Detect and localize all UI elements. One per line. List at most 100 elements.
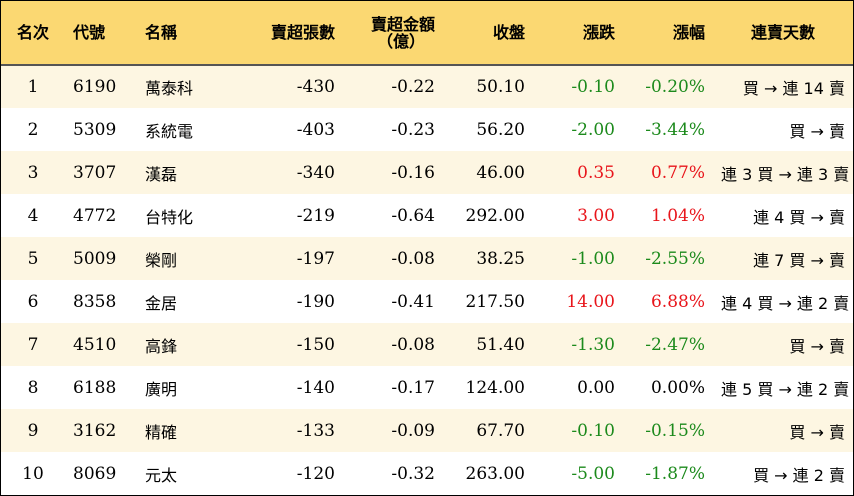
table-row: 7 4510 高鋒 -150 -0.08 51.40 -1.30 -2.47% 買 → 賣: [1, 323, 853, 366]
cell-name: 廣明: [145, 379, 178, 399]
table-row: 2 5309 系統電 -403 -0.23 56.20 -2.00 -3.44% 買 → 賣: [1, 108, 853, 151]
cell-rank: 2: [27, 119, 39, 140]
header-streak: 連賣天數: [713, 1, 853, 66]
cell-sell-lots: -197: [296, 248, 335, 269]
cell-code: 4510: [73, 334, 117, 355]
cell-name: 高鋒: [145, 336, 178, 356]
cell-close: 38.25: [476, 248, 525, 269]
cell-sell-lots: -403: [296, 119, 335, 140]
cell-sell-lots: -190: [296, 291, 335, 312]
header-change-pct: 漲幅: [623, 1, 713, 66]
cell-code: 5309: [73, 119, 117, 140]
cell-name: 漢磊: [145, 164, 178, 184]
cell-close: 217.50: [465, 291, 525, 312]
cell-change: 14.00: [566, 291, 615, 312]
cell-sell-lots: -120: [296, 463, 335, 484]
cell-rank: 3: [27, 162, 39, 183]
header-sell-amount: 賣超金額 （億）: [343, 1, 443, 66]
cell-sell-amount: -0.23: [391, 119, 435, 140]
cell-rank: 1: [27, 77, 39, 97]
table-body: 1 6190 萬泰科 -430 -0.22 50.10 -0.10 -0.20% 買 → 連 1…: [1, 65, 853, 495]
cell-sell-lots: -140: [296, 377, 335, 398]
cell-streak: 連 3 買 → 連 3 賣: [721, 164, 850, 184]
cell-sell-lots: -150: [296, 334, 335, 355]
cell-rank: 4: [27, 205, 39, 226]
header-code: 代號: [65, 1, 137, 66]
cell-close: 56.20: [476, 119, 525, 140]
cell-streak: 買 → 賣: [789, 121, 845, 141]
table-row: 9 3162 精確 -133 -0.09 67.70 -0.10 -0.15% 買 → 賣: [1, 409, 853, 452]
table-row: 3 3707 漢磊 -340 -0.16 46.00 0.35 0.77% 連 3 買 → 連 …: [1, 151, 853, 194]
cell-rank: 6: [27, 291, 39, 312]
cell-sell-amount: -0.08: [391, 248, 435, 269]
cell-change-pct: -0.15%: [645, 420, 705, 441]
cell-sell-lots: -340: [296, 162, 335, 183]
cell-name: 萬泰科: [145, 79, 194, 98]
header-rank: 名次: [1, 1, 65, 66]
cell-change-pct: 0.77%: [650, 162, 705, 183]
header-sell-lots: 賣超張數: [231, 1, 343, 66]
cell-streak: 連 7 買 → 賣: [753, 250, 845, 270]
cell-code: 6190: [73, 77, 117, 97]
cell-code: 3707: [73, 162, 117, 183]
cell-change-pct: -2.55%: [645, 248, 705, 269]
header-sell-amount-line1: 賣超金額: [370, 14, 435, 34]
cell-streak: 連 4 買 → 連 2 賣: [721, 293, 850, 313]
cell-close: 67.70: [476, 420, 525, 441]
cell-change-pct: -0.20%: [645, 77, 705, 97]
cell-rank: 5: [27, 248, 39, 269]
cell-code: 8358: [73, 291, 117, 312]
header-change: 漲跌: [533, 1, 623, 66]
cell-change: 0.00: [577, 377, 615, 398]
cell-rank: 7: [27, 334, 39, 355]
cell-streak: 買 → 賣: [789, 336, 845, 356]
header-sell-amount-line2: （億）: [376, 31, 425, 51]
cell-streak: 連 4 買 → 賣: [753, 207, 845, 227]
cell-code: 8069: [73, 463, 117, 484]
cell-close: 46.00: [476, 162, 525, 183]
cell-change: -1.30: [571, 334, 615, 355]
cell-change: -0.10: [571, 420, 615, 441]
table-row: 10 8069 元太 -120 -0.32 263.00 -5.00 -1.87% 買 → 連 …: [1, 452, 853, 495]
cell-name: 金居: [145, 293, 178, 313]
cell-rank: 9: [27, 420, 39, 441]
cell-streak: 買 → 連 2 賣: [753, 465, 845, 485]
cell-rank: 10: [22, 463, 44, 484]
cell-sell-amount: -0.08: [391, 334, 435, 355]
header-name: 名稱: [137, 1, 231, 66]
header-row: 名次 代號 名稱 賣超張數 賣超金額 （億） 收盤 漲跌 漲幅 連賣天數: [1, 1, 853, 66]
cell-sell-amount: -0.22: [391, 77, 435, 97]
table-header: 名次 代號 名稱 賣超張數 賣超金額 （億） 收盤 漲跌 漲幅 連賣天數: [1, 1, 853, 66]
table-row: 5 5009 榮剛 -197 -0.08 38.25 -1.00 -2.55% 連 7 買 → …: [1, 237, 853, 280]
cell-sell-lots: -430: [296, 77, 335, 97]
cell-name: 台特化: [145, 207, 194, 227]
cell-change-pct: -2.47%: [645, 334, 705, 355]
table-row: 8 6188 廣明 -140 -0.17 124.00 0.00 0.00% 連 5 買 → 連…: [1, 366, 853, 409]
cell-close: 292.00: [465, 205, 525, 226]
cell-sell-amount: -0.64: [391, 205, 435, 226]
cell-code: 6188: [73, 377, 117, 398]
cell-change: 3.00: [577, 205, 615, 226]
cell-sell-amount: -0.17: [391, 377, 435, 398]
cell-streak: 連 5 買 → 連 2 賣: [721, 379, 850, 399]
cell-name: 元太: [145, 465, 178, 485]
cell-change: -2.00: [571, 119, 615, 140]
cell-change-pct: -1.87%: [645, 463, 705, 484]
cell-close: 124.00: [465, 377, 525, 398]
cell-sell-amount: -0.16: [391, 162, 435, 183]
cell-name: 榮剛: [145, 250, 178, 270]
cell-change-pct: 0.00%: [650, 377, 705, 398]
table-row: 6 8358 金居 -190 -0.41 217.50 14.00 6.88% 連 4 買 → …: [1, 280, 853, 323]
cell-name: 系統電: [145, 121, 194, 141]
cell-sell-amount: -0.09: [391, 420, 435, 441]
cell-sell-lots: -133: [296, 420, 335, 441]
cell-sell-amount: -0.41: [391, 291, 435, 312]
cell-change-pct: 1.04%: [650, 205, 705, 226]
header-close: 收盤: [443, 1, 533, 66]
table-row: 4 4772 台特化 -219 -0.64 292.00 3.00 1.04% 連 4 買 → …: [1, 194, 853, 237]
cell-close: 50.10: [476, 77, 525, 97]
cell-sell-lots: -219: [296, 205, 335, 226]
cell-change: -0.10: [571, 77, 615, 97]
